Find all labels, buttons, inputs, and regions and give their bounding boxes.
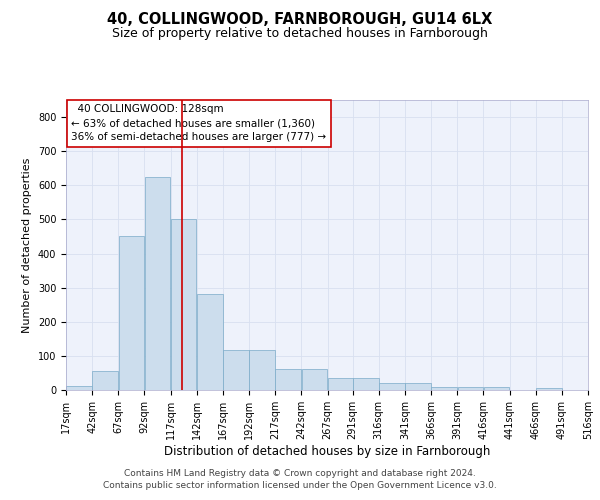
Bar: [328, 378, 353, 390]
Bar: [353, 378, 379, 390]
Bar: [431, 386, 457, 390]
Bar: [484, 388, 509, 390]
Text: 40, COLLINGWOOD, FARNBOROUGH, GU14 6LX: 40, COLLINGWOOD, FARNBOROUGH, GU14 6LX: [107, 12, 493, 28]
Bar: [379, 383, 404, 390]
Bar: [536, 388, 562, 390]
Bar: [405, 383, 431, 390]
Bar: [250, 350, 275, 390]
Y-axis label: Number of detached properties: Number of detached properties: [22, 158, 32, 332]
Text: Contains HM Land Registry data © Crown copyright and database right 2024.
Contai: Contains HM Land Registry data © Crown c…: [103, 468, 497, 490]
Bar: [119, 236, 144, 390]
X-axis label: Distribution of detached houses by size in Farnborough: Distribution of detached houses by size …: [164, 444, 490, 458]
Bar: [145, 177, 170, 390]
Bar: [275, 368, 301, 390]
Bar: [66, 386, 92, 390]
Bar: [223, 350, 249, 390]
Bar: [458, 386, 483, 390]
Bar: [197, 294, 223, 390]
Text: 40 COLLINGWOOD: 128sqm
← 63% of detached houses are smaller (1,360)
36% of semi-: 40 COLLINGWOOD: 128sqm ← 63% of detached…: [71, 104, 326, 142]
Text: Size of property relative to detached houses in Farnborough: Size of property relative to detached ho…: [112, 28, 488, 40]
Bar: [92, 371, 118, 390]
Bar: [302, 368, 327, 390]
Bar: [171, 220, 196, 390]
